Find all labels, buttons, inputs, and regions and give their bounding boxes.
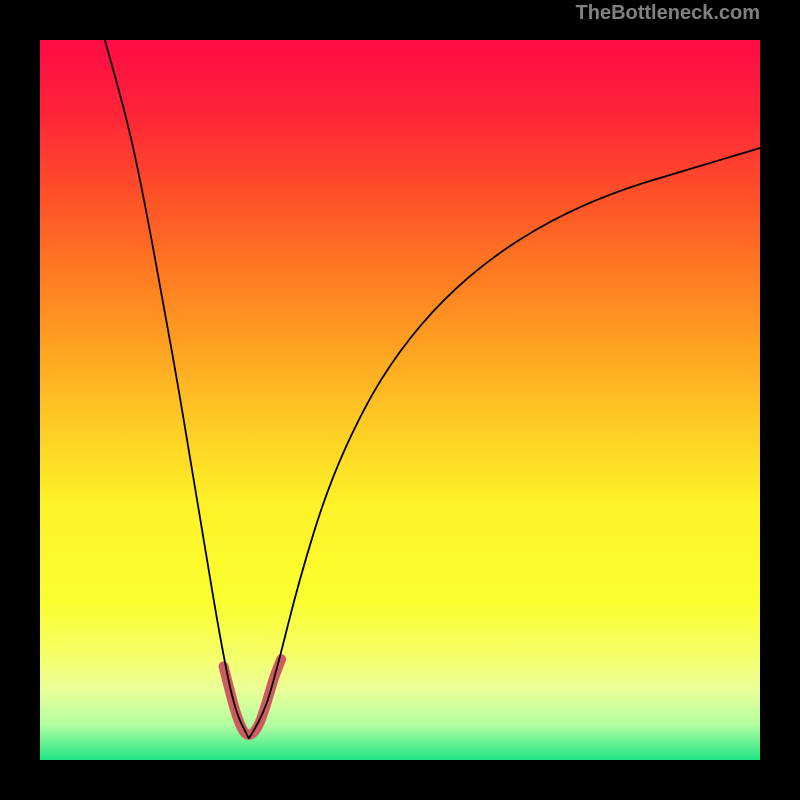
gradient-background bbox=[40, 40, 760, 760]
plot-area bbox=[40, 40, 760, 760]
gradient-rect bbox=[40, 40, 760, 760]
watermark-text: TheBottleneck.com bbox=[576, 2, 760, 25]
